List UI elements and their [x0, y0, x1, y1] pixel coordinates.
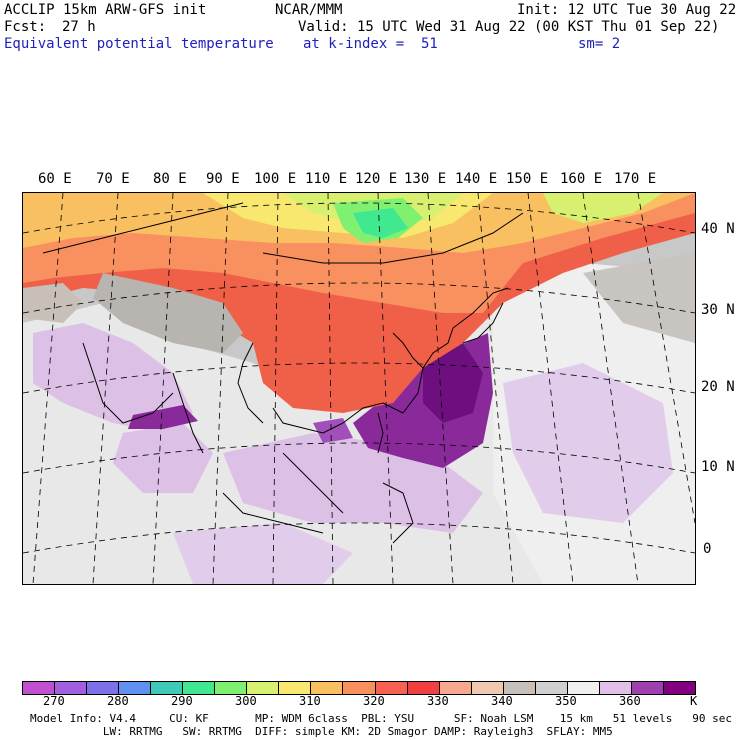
- colorbar-swatch: [599, 682, 632, 694]
- model-info-line1: Model Info: V4.4 CU: KF MP: WDM 6class P…: [30, 712, 732, 725]
- colorbar-label: 360: [619, 694, 641, 708]
- lon-label: 140 E: [455, 171, 498, 187]
- lon-label: 120 E: [355, 171, 398, 187]
- lon-label: 130 E: [404, 171, 447, 187]
- colorbar-swatch: [215, 682, 248, 694]
- colorbar-label: 330: [427, 694, 449, 708]
- lat-label: 40 N: [701, 221, 735, 237]
- lon-label: 110 E: [305, 171, 348, 187]
- colorbar-swatch: [119, 682, 152, 694]
- lon-label: 70 E: [96, 171, 130, 187]
- colorbar-swatch: [87, 682, 120, 694]
- colorbar-label: 340: [491, 694, 513, 708]
- map-panel: [22, 192, 696, 585]
- colorbar-label: 290: [171, 694, 193, 708]
- lat-label: 30 N: [701, 302, 735, 318]
- org-label: NCAR/MMM: [275, 2, 343, 18]
- colorbar-label: 280: [107, 694, 129, 708]
- lat-label: 0: [703, 541, 712, 557]
- lon-label: 100 E: [254, 171, 297, 187]
- colorbar-swatch: [23, 682, 56, 694]
- colorbar: [22, 681, 696, 695]
- lon-label: 150 E: [506, 171, 549, 187]
- model-info-line2: LW: RRTMG SW: RRTMG DIFF: simple KM: 2D …: [30, 725, 613, 738]
- lon-label: 60 E: [38, 171, 72, 187]
- colorbar-unit: K: [690, 694, 698, 708]
- colorbar-swatch: [439, 682, 472, 694]
- model-title: ACCLIP 15km ARW-GFS init: [4, 2, 207, 18]
- init-time: Init: 12 UTC Tue 30 Aug 22: [517, 2, 737, 18]
- lon-label: 160 E: [560, 171, 603, 187]
- colorbar-swatch: [183, 682, 216, 694]
- colorbar-swatch: [247, 682, 280, 694]
- colorbar-swatch: [343, 682, 376, 694]
- valid-time: Valid: 15 UTC Wed 31 Aug 22 (00 KST Thu …: [298, 19, 720, 35]
- lat-label: 10 N: [701, 459, 735, 475]
- colorbar-swatch: [631, 682, 664, 694]
- colorbar-swatch: [375, 682, 408, 694]
- theta-e-field: [23, 193, 695, 584]
- colorbar-swatch: [55, 682, 88, 694]
- colorbar-swatch: [311, 682, 344, 694]
- forecast-label: Fcst:: [4, 19, 47, 35]
- colorbar-swatch: [503, 682, 536, 694]
- lon-label: 170 E: [614, 171, 657, 187]
- colorbar-label: 270: [43, 694, 65, 708]
- colorbar-swatch: [567, 682, 600, 694]
- lon-label: 80 E: [153, 171, 187, 187]
- colorbar-label: 320: [363, 694, 385, 708]
- colorbar-label: 310: [299, 694, 321, 708]
- colorbar-label: 300: [235, 694, 257, 708]
- colorbar-label: 350: [555, 694, 577, 708]
- k-index-label: at k-index = 51: [303, 36, 438, 52]
- colorbar-swatch: [535, 682, 568, 694]
- forecast-hour: 27 h: [62, 19, 96, 35]
- field-name: Equivalent potential temperature: [4, 36, 274, 52]
- lon-label: 90 E: [206, 171, 240, 187]
- colorbar-swatch: [151, 682, 184, 694]
- colorbar-swatch: [663, 682, 695, 694]
- colorbar-swatch: [407, 682, 440, 694]
- colorbar-swatch: [279, 682, 312, 694]
- colorbar-swatch: [471, 682, 504, 694]
- smoothing-label: sm= 2: [578, 36, 621, 52]
- lat-label: 20 N: [701, 379, 735, 395]
